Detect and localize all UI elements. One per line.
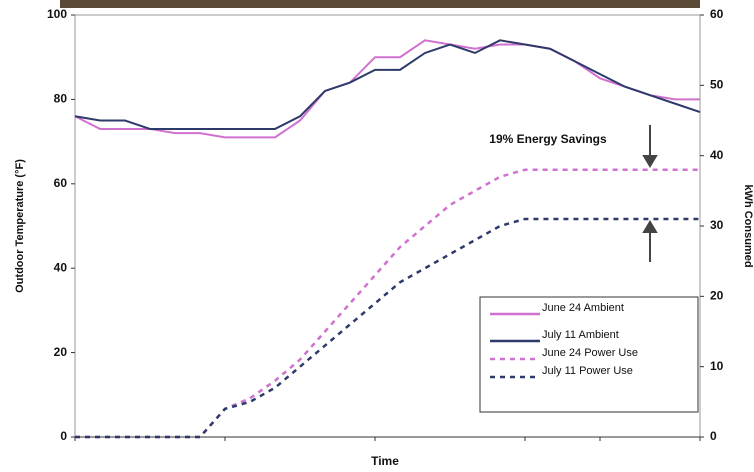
- legend-label: June 24 Ambient: [542, 302, 624, 314]
- y-tick-label: 100: [47, 7, 67, 21]
- series-line: [75, 217, 700, 439]
- y-tick-label: 40: [54, 260, 68, 274]
- y2-tick-label: 20: [710, 289, 724, 303]
- series-line: [74, 39, 700, 139]
- y-tick-label: 0: [60, 429, 67, 443]
- annotation: 19% Energy Savings: [489, 132, 607, 146]
- legend: [479, 296, 699, 413]
- y2-tick-label: 10: [710, 359, 724, 373]
- arrows: [642, 125, 658, 262]
- y2-axis-label: kWh Consumed: [742, 184, 754, 267]
- y2-tick-label: 40: [710, 148, 724, 162]
- y-tick-label: 60: [54, 176, 68, 190]
- y-tick-label: 80: [54, 92, 68, 106]
- y-tick-label: 20: [54, 345, 68, 359]
- y2-tick-label: 60: [710, 7, 724, 21]
- legend-label: July 11 Ambient: [542, 329, 619, 341]
- y-axis-label: Outdoor Temperature (°F): [14, 159, 26, 293]
- legend-label: June 24 Power Use: [542, 347, 638, 359]
- x-axis-label: Time: [371, 454, 399, 468]
- y2-tick-label: 50: [710, 78, 724, 92]
- y2-tick-label: 0: [710, 429, 717, 443]
- top-strip: [60, 0, 700, 8]
- series-line: [74, 39, 701, 130]
- legend-label: July 11 Power Use: [542, 365, 633, 377]
- y2-tick-label: 30: [710, 218, 724, 232]
